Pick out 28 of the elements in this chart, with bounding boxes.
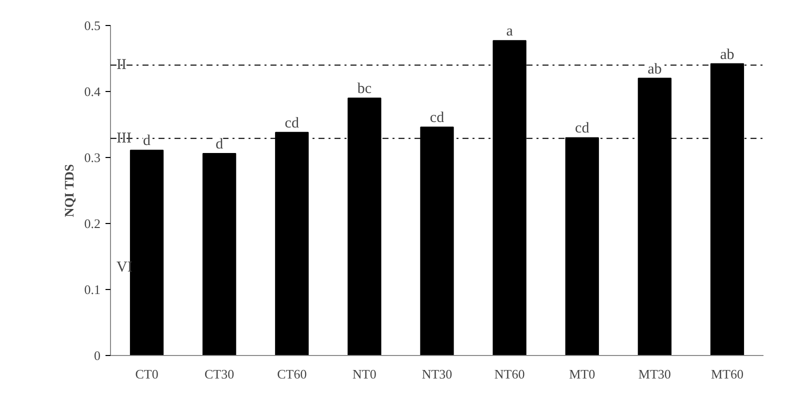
x-tick-label: CT60 bbox=[277, 366, 307, 382]
y-tick-label: 0.1 bbox=[84, 282, 100, 297]
x-tick-label: CT0 bbox=[135, 366, 158, 382]
annotation: ab bbox=[648, 61, 662, 78]
y-tick-label: 0.5 bbox=[84, 18, 100, 33]
annotation: cd bbox=[430, 110, 445, 126]
y-tick-label: 0.3 bbox=[84, 150, 100, 165]
y-tick-label: 0 bbox=[94, 348, 100, 363]
annotation: cd bbox=[575, 120, 590, 137]
annotation: ab bbox=[720, 46, 734, 63]
ref-line-label: II bbox=[116, 57, 126, 74]
x-tick-label: MT30 bbox=[638, 366, 671, 382]
x-tick-label: NT60 bbox=[494, 366, 525, 382]
annotation: bc bbox=[357, 81, 372, 98]
x-tick-label: NT0 bbox=[352, 366, 376, 382]
annotation: d bbox=[143, 133, 152, 150]
bar bbox=[202, 153, 236, 356]
x-tick-label: MT0 bbox=[569, 366, 596, 382]
annotation: a bbox=[506, 24, 514, 40]
ref-line-label: III bbox=[116, 130, 132, 146]
x-tick-label: MT60 bbox=[710, 366, 744, 382]
x-tick-label: NT30 bbox=[422, 366, 452, 382]
annotation: d bbox=[216, 136, 224, 153]
annotation: cd bbox=[284, 115, 300, 132]
y-tick-label: 0.4 bbox=[84, 84, 101, 99]
x-tick-label: CT30 bbox=[204, 366, 234, 382]
y-tick-label: 0.2 bbox=[84, 216, 100, 231]
y-axis-title: NQI TDS bbox=[61, 164, 76, 218]
